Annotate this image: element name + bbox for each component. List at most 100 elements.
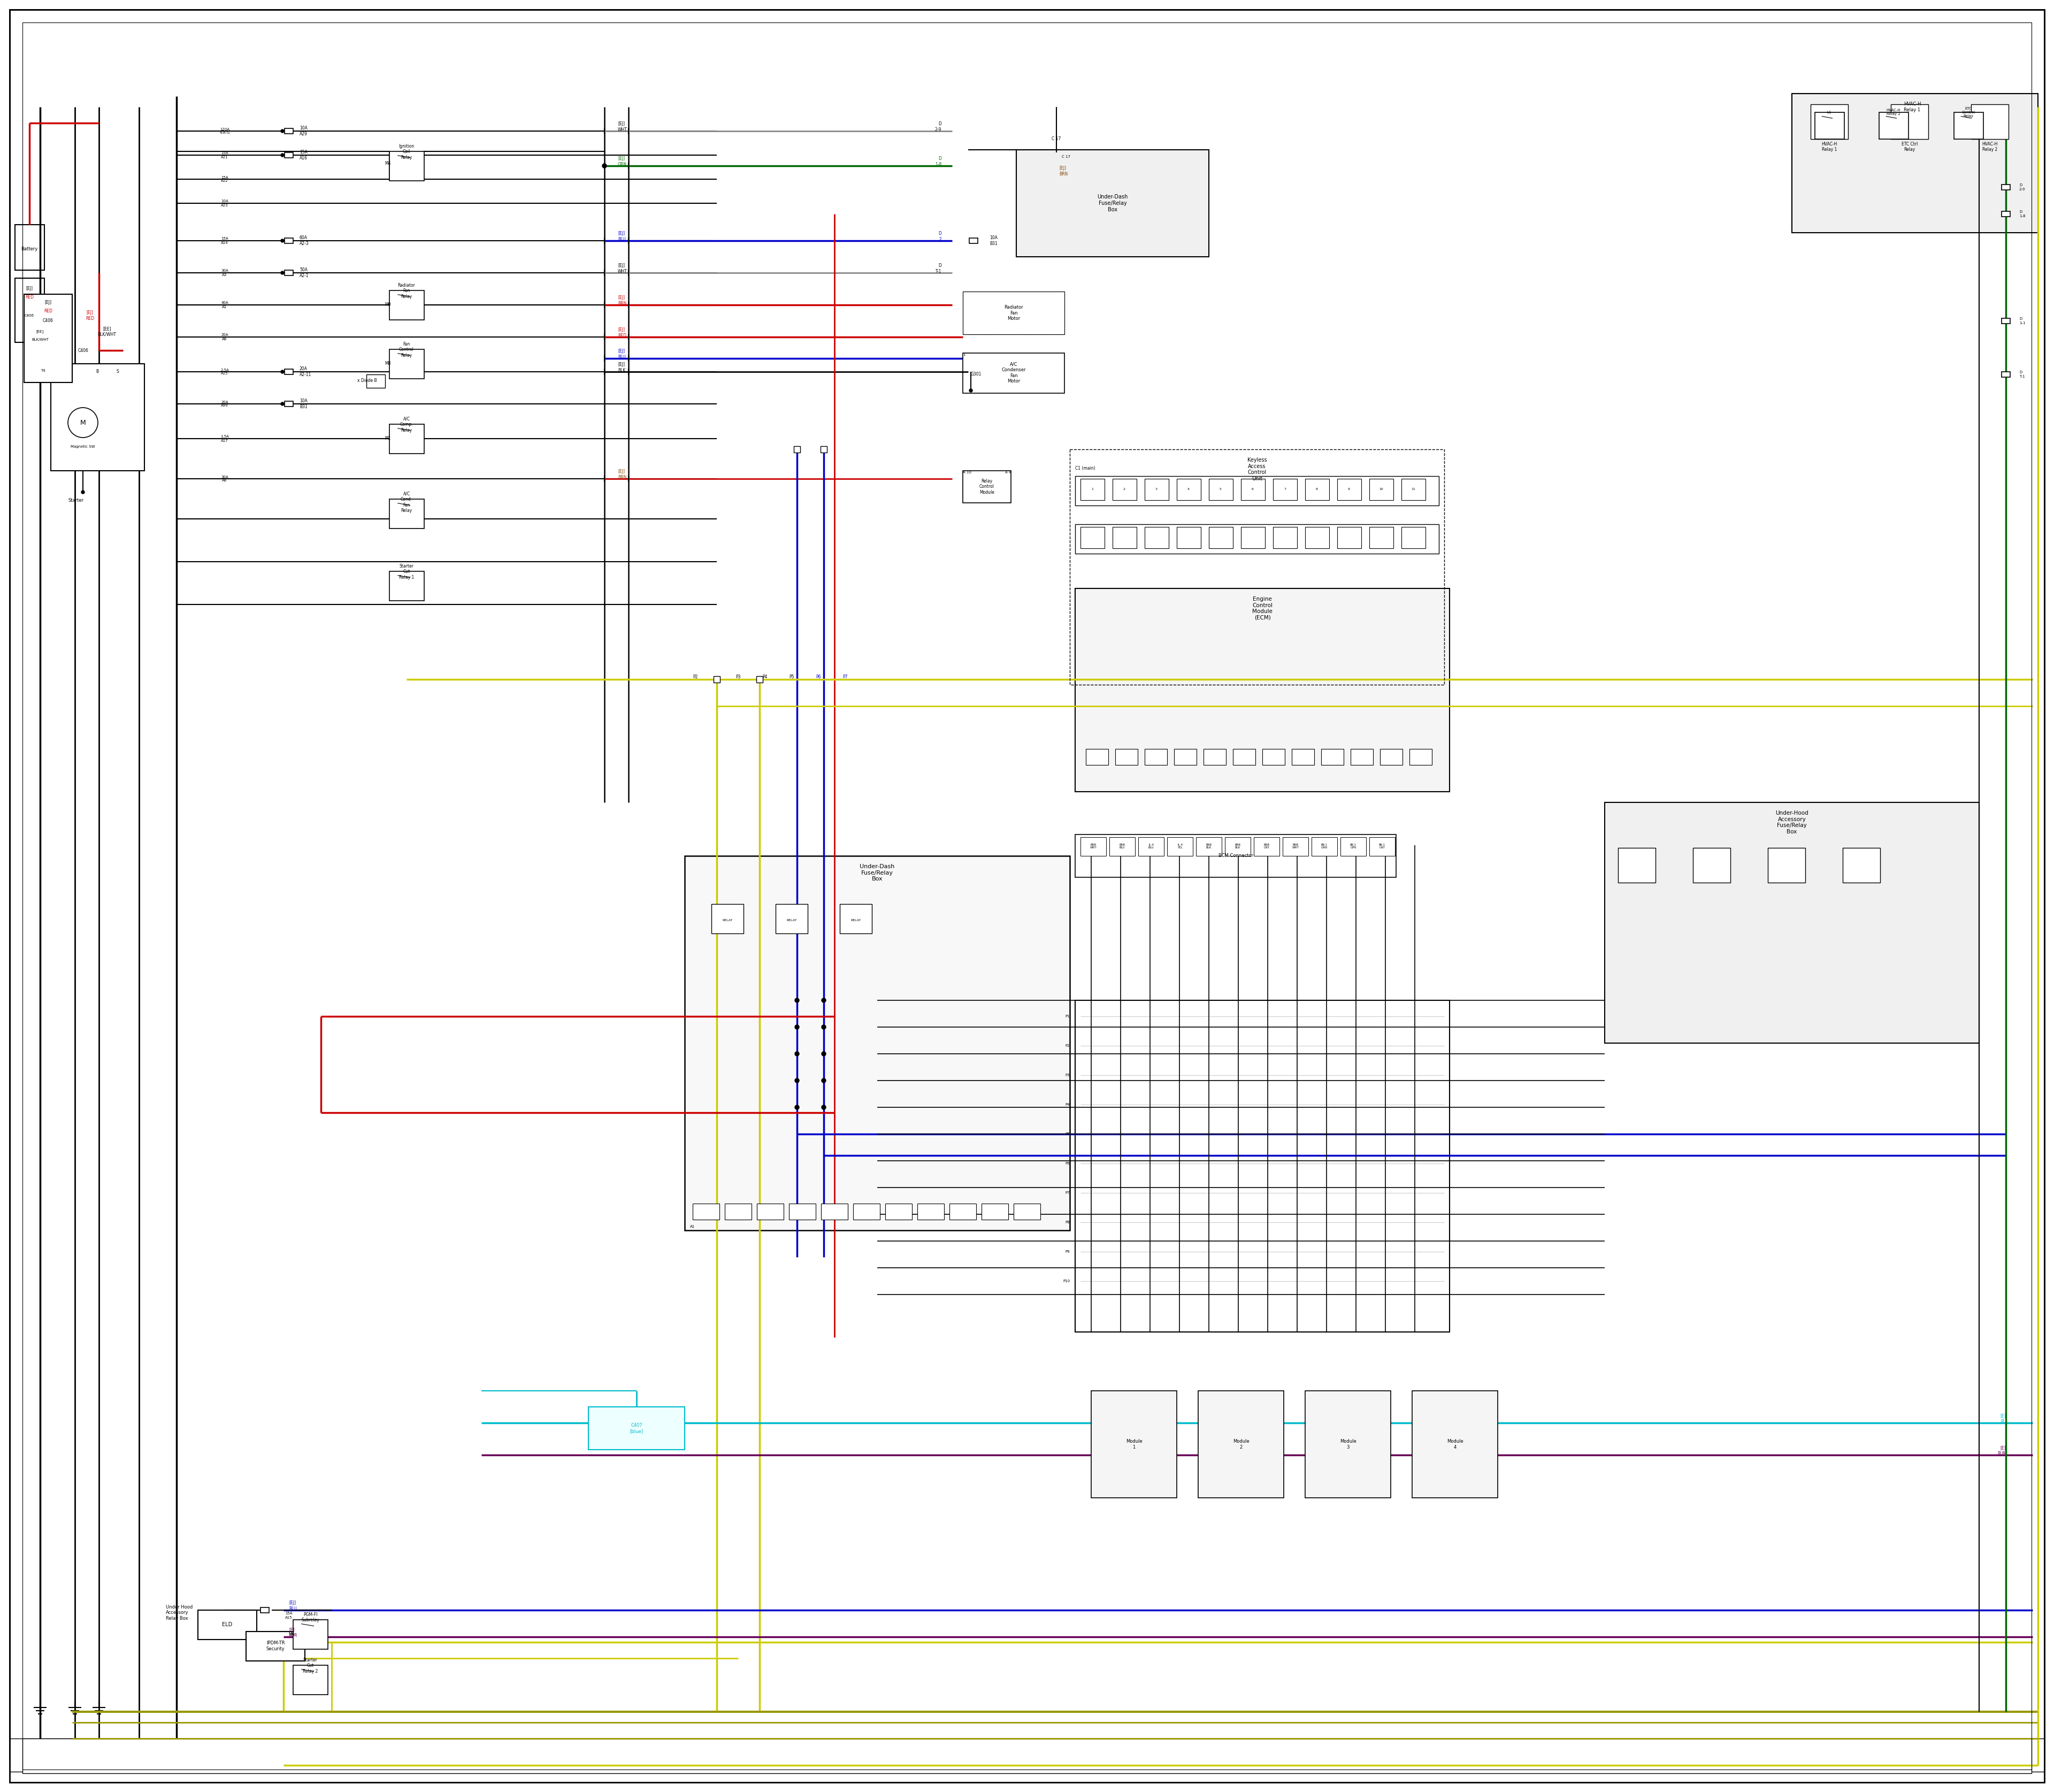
Bar xyxy=(1292,749,1315,765)
Text: BLK/WHT: BLK/WHT xyxy=(31,339,49,340)
Text: [EJ]
WHT: [EJ] WHT xyxy=(618,263,626,274)
Bar xyxy=(982,1204,1009,1220)
Text: Module
3: Module 3 xyxy=(1339,1439,1356,1450)
Bar xyxy=(1619,848,1656,883)
Text: D
T-1: D T-1 xyxy=(2019,371,2025,378)
Bar xyxy=(286,271,294,276)
Text: 4: 4 xyxy=(1187,487,1189,491)
Text: BRB
BLK: BRB BLK xyxy=(1206,844,1212,849)
Text: D
2-9: D 2-9 xyxy=(935,122,941,133)
Bar xyxy=(1380,749,1403,765)
Text: P3: P3 xyxy=(1066,1073,1070,1077)
Text: P7: P7 xyxy=(842,674,848,679)
Bar xyxy=(2001,319,2011,324)
Text: 30A
A3: 30A A3 xyxy=(222,269,228,276)
Text: HVAC-H
Relay 2: HVAC-H Relay 2 xyxy=(1886,109,1900,116)
Bar xyxy=(1273,527,1298,548)
Bar xyxy=(1812,104,1849,140)
Text: 11: 11 xyxy=(1411,487,1415,491)
Bar xyxy=(963,471,1011,504)
Bar xyxy=(390,290,425,321)
Text: [EJ]: [EJ] xyxy=(27,287,33,292)
Bar xyxy=(1241,478,1265,500)
Bar xyxy=(1253,837,1280,857)
Bar xyxy=(1791,93,2033,228)
Text: 2.5A
A25: 2.5A A25 xyxy=(220,369,228,375)
Circle shape xyxy=(602,163,606,168)
Text: G301: G301 xyxy=(972,373,982,376)
Text: C 17: C 17 xyxy=(1062,156,1070,158)
Text: 30A
A8: 30A A8 xyxy=(222,475,228,482)
Bar xyxy=(776,903,807,934)
Text: [EE]: [EE] xyxy=(37,330,43,333)
Bar xyxy=(963,353,1064,392)
Bar xyxy=(1109,837,1136,857)
Text: Module
1: Module 1 xyxy=(1126,1439,1142,1450)
Bar xyxy=(587,1407,684,1450)
Text: PGM-FI
Subrelay: PGM-FI Subrelay xyxy=(302,1613,318,1622)
Text: P9: P9 xyxy=(1066,1251,1070,1253)
Text: P7: P7 xyxy=(1066,1192,1070,1195)
Text: BK-1
GRY: BK-1 GRY xyxy=(1378,844,1384,849)
Text: 50A
A2-1: 50A A2-1 xyxy=(300,267,308,278)
Bar xyxy=(10,1738,2044,1772)
Bar xyxy=(963,292,1064,335)
Text: x Diode B: x Diode B xyxy=(357,378,376,383)
Text: BRB
BLK: BRB BLK xyxy=(1234,844,1241,849)
Text: RELAY: RELAY xyxy=(787,919,797,921)
Text: 3: 3 xyxy=(1154,487,1158,491)
Bar xyxy=(1337,527,1362,548)
Bar xyxy=(2001,371,2011,376)
Bar xyxy=(1210,478,1232,500)
Bar xyxy=(366,375,386,387)
Circle shape xyxy=(281,129,283,133)
Bar xyxy=(684,857,1070,1231)
Bar xyxy=(822,1204,848,1220)
Text: 10: 10 xyxy=(1378,487,1382,491)
Bar xyxy=(711,903,744,934)
Text: P2: P2 xyxy=(692,674,698,679)
Text: 7: 7 xyxy=(1284,487,1286,491)
Bar xyxy=(1197,1391,1284,1498)
Bar xyxy=(2001,211,2011,217)
Text: [EJ]
BRN: [EJ] BRN xyxy=(618,296,626,306)
Text: C406: C406 xyxy=(25,314,35,317)
Text: A/C
Comp.
Relay: A/C Comp. Relay xyxy=(401,418,413,432)
Bar xyxy=(14,224,45,271)
Bar xyxy=(1070,450,1444,685)
Bar xyxy=(793,446,801,453)
Circle shape xyxy=(969,389,972,392)
Bar xyxy=(286,238,294,244)
Circle shape xyxy=(795,1025,799,1029)
Bar xyxy=(1370,478,1393,500)
Text: P4: P4 xyxy=(762,674,768,679)
Bar xyxy=(1091,1391,1177,1498)
Text: RED: RED xyxy=(43,308,53,314)
Bar xyxy=(390,572,425,600)
Text: Starter
Cut
Relay 1: Starter Cut Relay 1 xyxy=(398,564,415,581)
Text: [EE]
BLK/WHT: [EE] BLK/WHT xyxy=(99,326,117,337)
Bar xyxy=(286,129,294,134)
Text: BK-1
CPN: BK-1 CPN xyxy=(1349,844,1356,849)
Text: Ignition
Coil
Relay: Ignition Coil Relay xyxy=(398,143,415,159)
Bar xyxy=(51,364,144,471)
Bar xyxy=(1604,803,1980,1043)
Bar xyxy=(1074,835,1397,878)
Bar xyxy=(1321,749,1343,765)
Text: 15A
A15: 15A A15 xyxy=(286,1613,292,1618)
Bar xyxy=(1013,1204,1041,1220)
Text: D
1-8: D 1-8 xyxy=(2019,210,2025,217)
Bar xyxy=(286,152,294,158)
Text: RELAY: RELAY xyxy=(850,919,861,921)
Circle shape xyxy=(795,1106,799,1109)
Bar xyxy=(1401,478,1425,500)
Text: 1: 1 xyxy=(963,353,965,357)
Text: 20A
A2-11: 20A A2-11 xyxy=(300,367,312,376)
Bar xyxy=(1791,93,2038,233)
Text: Engine
Control
Module
(ECM): Engine Control Module (ECM) xyxy=(1253,597,1273,620)
Circle shape xyxy=(822,998,826,1002)
Text: P10: P10 xyxy=(1062,1279,1070,1283)
Bar xyxy=(1113,478,1136,500)
Text: L1: L1 xyxy=(1828,111,1832,115)
Bar xyxy=(1113,527,1136,548)
